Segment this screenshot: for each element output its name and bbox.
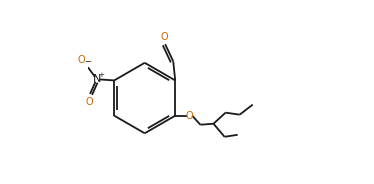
- Text: N: N: [93, 74, 101, 84]
- Text: O: O: [186, 111, 193, 121]
- Text: O: O: [77, 55, 85, 65]
- Text: O: O: [85, 97, 93, 107]
- Text: O: O: [160, 32, 168, 42]
- Text: −: −: [84, 57, 91, 66]
- Text: +: +: [99, 72, 104, 78]
